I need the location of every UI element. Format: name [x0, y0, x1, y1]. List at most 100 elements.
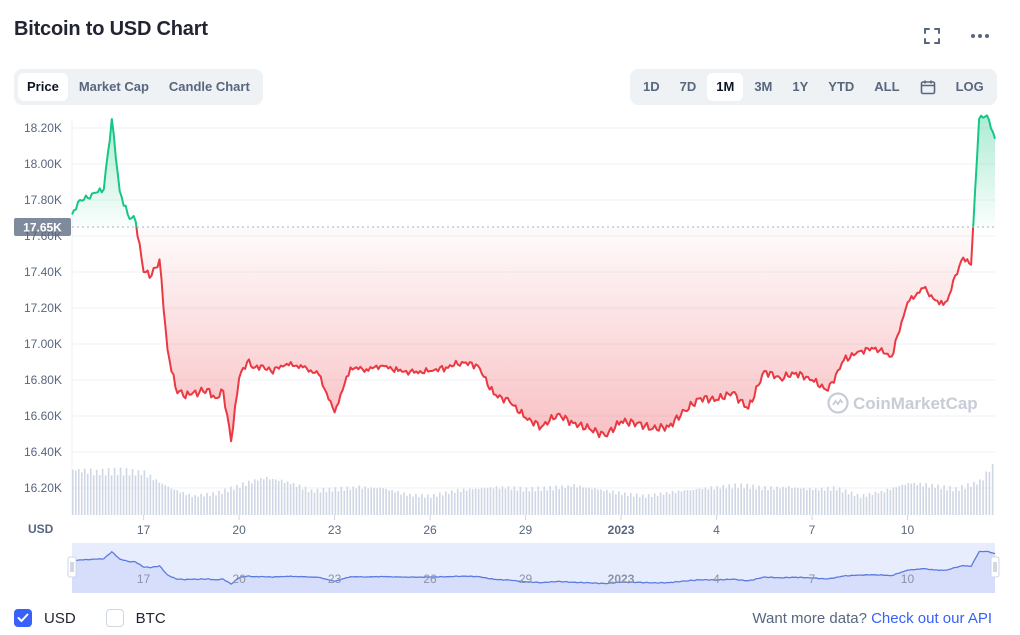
volume-bar — [797, 488, 799, 515]
volume-bar — [477, 489, 480, 515]
x-axis: 17 20 23 26 29 2023 4 7 10 — [137, 515, 914, 537]
volume-bar — [937, 484, 939, 515]
more-dots-icon[interactable] — [968, 24, 992, 48]
volume-bar — [292, 482, 295, 515]
volume-bar — [871, 495, 874, 515]
fullscreen-icon[interactable] — [920, 24, 944, 48]
volume-bar — [310, 489, 313, 515]
navigator-tick-label: 10 — [901, 572, 915, 586]
volume-bar — [889, 489, 892, 515]
tab-candle-chart[interactable]: Candle Chart — [168, 79, 250, 94]
volume-bar — [725, 488, 728, 515]
volume-bar — [776, 486, 778, 515]
volume-bar — [274, 479, 277, 515]
volume-bar — [316, 488, 319, 515]
volume-bar — [406, 495, 408, 515]
volume-bar — [817, 490, 820, 515]
volume-bar — [486, 488, 489, 515]
volume-bar — [976, 484, 978, 515]
volume-bar — [262, 479, 265, 515]
volume-bar — [352, 486, 355, 515]
volume-bar — [991, 464, 994, 515]
volume-bar — [164, 485, 167, 515]
chart-type-tabs: Price Market Cap Candle Chart — [14, 69, 263, 105]
tab-7d[interactable]: 7D — [679, 79, 697, 94]
volume-bar — [519, 486, 522, 515]
volume-bar — [606, 489, 608, 515]
y-tick-label: 16.20K — [24, 481, 62, 495]
volume-bar — [621, 494, 623, 515]
volume-bar — [116, 475, 119, 515]
btc-option[interactable]: BTC — [105, 609, 166, 627]
volume-bar — [668, 494, 671, 515]
navigator-handle-left[interactable] — [67, 556, 77, 578]
x-tick-label: 26 — [423, 523, 437, 537]
tab-ytd[interactable]: YTD — [828, 79, 855, 94]
volume-bar — [450, 490, 453, 515]
volume-bar — [585, 487, 587, 515]
tab-price[interactable]: Price — [18, 73, 68, 101]
volume-bar — [820, 487, 823, 515]
price-chart[interactable]: CoinMarketCap 17.65K 18.20K18.00K17.80K1… — [0, 110, 1020, 600]
tab-market-cap[interactable]: Market Cap — [78, 79, 149, 94]
tab-all[interactable]: ALL — [874, 79, 900, 94]
calendar-icon[interactable] — [911, 73, 945, 101]
volume-bar — [964, 488, 966, 515]
volume-bar — [534, 491, 537, 515]
volume-bar — [952, 491, 954, 515]
volume-bar — [791, 488, 793, 515]
volume-bar — [471, 489, 474, 515]
volume-bar — [877, 493, 880, 515]
tab-1m[interactable]: 1M — [707, 73, 744, 101]
volume-bar — [612, 490, 614, 515]
volume-bar — [373, 487, 375, 515]
volume-bar — [555, 485, 557, 515]
tab-1d[interactable]: 1D — [643, 79, 660, 94]
api-link[interactable]: Check out our API — [871, 609, 992, 627]
volume-bar — [254, 479, 256, 515]
volume-bar — [731, 488, 734, 515]
volume-bar — [322, 488, 325, 515]
navigator-handle-right[interactable] — [990, 556, 1000, 578]
volume-bar — [72, 469, 74, 515]
volume-bar — [874, 491, 877, 515]
volume-bar — [624, 492, 626, 515]
volume-bar — [579, 485, 581, 515]
volume-bar — [686, 490, 689, 515]
volume-bar — [838, 487, 841, 515]
usd-checkbox[interactable] — [14, 609, 32, 627]
volume-bar — [928, 487, 930, 515]
volume-bar — [328, 487, 331, 515]
volume-bar — [618, 491, 620, 515]
volume-bar — [388, 490, 390, 515]
volume-bar — [277, 481, 280, 515]
volume-bar — [492, 488, 495, 515]
usd-option[interactable]: USD — [14, 609, 76, 627]
volume-bar — [782, 486, 784, 515]
volume-bar — [919, 482, 922, 515]
volume-bar — [561, 485, 563, 515]
volume-bar — [212, 492, 214, 515]
tab-1y[interactable]: 1Y — [792, 79, 809, 94]
volume-bar — [233, 489, 235, 515]
volume-bar — [916, 485, 919, 515]
volume-bar — [206, 492, 208, 515]
volume-bar — [525, 487, 528, 515]
volume-bar — [844, 489, 847, 515]
volume-bar — [701, 489, 704, 515]
range-navigator[interactable]: 17 20 23 26 29 2023 4 7 10 — [67, 543, 1000, 593]
btc-checkbox[interactable] — [105, 609, 124, 627]
tab-log[interactable]: LOG — [955, 79, 984, 94]
x-tick-label: 7 — [809, 523, 816, 537]
volume-bar — [650, 497, 653, 515]
volume-bar — [537, 486, 540, 515]
volume-bar — [552, 490, 554, 515]
volume-bar — [447, 493, 450, 515]
volume-bar — [722, 485, 725, 515]
volume-bar — [955, 487, 957, 515]
volume-bar — [376, 488, 378, 515]
tab-3m[interactable]: 3M — [754, 79, 773, 94]
timeframe-tabs: 1D 7D 1M 3M 1Y YTD ALL LOG — [630, 69, 997, 105]
volume-bar — [113, 467, 116, 515]
check-icon — [17, 613, 29, 622]
